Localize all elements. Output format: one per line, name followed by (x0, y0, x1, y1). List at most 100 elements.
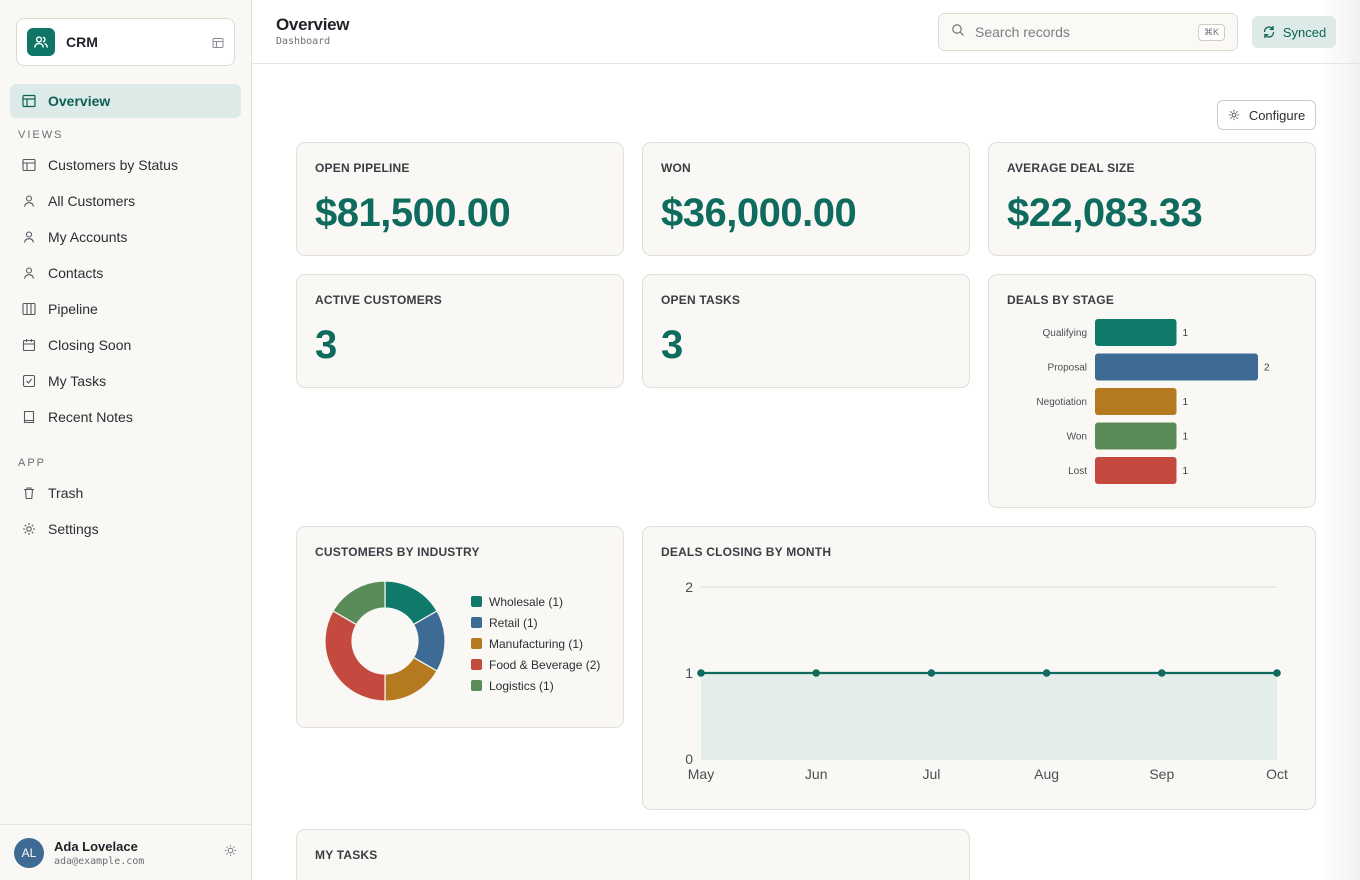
sidebar-item-my-accounts[interactable]: My Accounts (10, 220, 241, 254)
trash-icon (22, 486, 36, 500)
bar-qualifying[interactable] (1095, 319, 1177, 346)
user-name: Ada Lovelace (54, 838, 138, 854)
data-point-aug[interactable] (1042, 669, 1051, 677)
bar-lost[interactable] (1095, 457, 1177, 484)
legend-label: Food & Beverage (2) (489, 657, 601, 672)
legend-item: Food & Beverage (2) (471, 654, 600, 675)
deals-by-month-chart: 0 1 2 May Jun Jul Aug Sep Oct (685, 579, 1288, 782)
bar-value-label: 2 (1264, 363, 1270, 374)
sidebar-item-contacts[interactable]: Contacts (10, 256, 241, 290)
bar-value-label: 1 (1183, 432, 1189, 443)
kpi-card-open-pipeline: OPEN PIPELINE $81,500.00 (296, 142, 624, 256)
kpi-value: $81,500.00 (315, 191, 511, 235)
edge-shadow (1320, 0, 1360, 880)
legend-swatch (471, 617, 482, 628)
app-name: CRM (66, 34, 98, 50)
x-tick-label: Sep (1149, 766, 1174, 782)
bar-category-label: Won (1067, 432, 1087, 443)
legend-label: Manufacturing (1) (489, 636, 584, 651)
sync-status-button[interactable]: Synced (1252, 16, 1336, 48)
legend-label: Logistics (1) (489, 678, 554, 693)
sidebar: CRM Overview VIEWS Customers by Status A… (0, 0, 252, 880)
kpi-card-active-customers: ACTIVE CUSTOMERS 3 (296, 274, 624, 388)
sidebar-item-label: Contacts (48, 265, 104, 281)
legend-swatch (471, 659, 482, 670)
legend-label: Wholesale (1) (489, 594, 564, 609)
x-tick-label: Jul (922, 766, 940, 782)
sidebar-item-closing-soon[interactable]: Closing Soon (10, 328, 241, 362)
data-point-oct[interactable] (1273, 669, 1281, 677)
users-logo-icon (27, 28, 55, 56)
sidebar-item-recent-notes[interactable]: Recent Notes (10, 400, 241, 434)
shortcut-badge: ⌘K (1197, 23, 1225, 41)
theme-toggle-icon[interactable] (224, 844, 237, 862)
donut-slice-logistics[interactable] (332, 580, 386, 626)
kpi-card-open-tasks: OPEN TASKS 3 (642, 274, 970, 388)
data-point-may[interactable] (697, 669, 705, 677)
book-icon (22, 410, 36, 424)
bar-value-label: 1 (1183, 328, 1189, 339)
sidebar-item-label: Pipeline (48, 301, 98, 317)
bar-negotiation[interactable] (1095, 388, 1177, 415)
checkbox-icon (22, 374, 36, 388)
legend-swatch (471, 680, 482, 691)
search-input[interactable] (975, 24, 1198, 40)
sidebar-item-overview[interactable]: Overview (10, 84, 241, 118)
chart-title: DEALS BY STAGE (1007, 293, 1115, 307)
layout-icon (22, 94, 36, 108)
search-box[interactable]: ⌘K (938, 13, 1238, 51)
deals-by-stage-card: DEALS BY STAGE Qualifying 1 Proposal 2 Negot… (988, 274, 1316, 508)
card-title: MY TASKS (315, 848, 378, 862)
legend-item: Wholesale (1) (471, 591, 600, 612)
bar-category-label: Proposal (1048, 363, 1087, 374)
y-tick-label: 0 (685, 751, 693, 767)
my-tasks-card: MY TASKS (296, 829, 970, 880)
donut-slice-food-beverage[interactable] (324, 610, 386, 702)
sidebar-item-label: All Customers (48, 193, 136, 209)
deals-by-stage-chart: Qualifying 1 Proposal 2 Negotiation 1 Won 1 Lost… (1036, 319, 1270, 484)
data-point-sep[interactable] (1158, 669, 1166, 677)
legend-swatch (471, 596, 482, 607)
kpi-card-won: WON $36,000.00 (642, 142, 970, 256)
bar-proposal[interactable] (1095, 353, 1258, 381)
x-tick-label: Jun (805, 766, 828, 782)
sidebar-toggle-icon[interactable] (212, 36, 224, 48)
y-tick-label: 2 (685, 579, 693, 595)
data-point-jul[interactable] (927, 669, 936, 677)
data-point-jun[interactable] (812, 669, 820, 677)
kpi-label: ACTIVE CUSTOMERS (315, 293, 442, 307)
kpi-label: OPEN TASKS (661, 293, 741, 307)
sidebar-item-label: Overview (48, 93, 111, 109)
search-icon (951, 23, 965, 42)
kpi-label: AVERAGE DEAL SIZE (1007, 161, 1135, 175)
sidebar-item-customers-by-status[interactable]: Customers by Status (10, 148, 241, 182)
section-label-views: VIEWS (18, 129, 64, 141)
user-profile[interactable]: AL Ada Lovelace ada@example.com (0, 824, 251, 880)
sidebar-item-label: My Accounts (48, 229, 128, 245)
sidebar-item-settings[interactable]: Settings (10, 512, 241, 546)
area-fill (701, 673, 1277, 759)
page-subtitle: Dashboard (276, 36, 331, 47)
bar-category-label: Lost (1068, 466, 1087, 477)
page-title: Overview (276, 15, 350, 34)
chart-legend: Wholesale (1) Retail (1) Manufacturing (1)… (471, 591, 600, 696)
section-label-app: APP (18, 457, 47, 469)
sidebar-item-all-customers[interactable]: All Customers (10, 184, 241, 218)
bar-won[interactable] (1095, 422, 1177, 450)
sidebar-item-trash[interactable]: Trash (10, 476, 241, 510)
configure-label: Configure (1248, 107, 1306, 123)
workspace-switcher[interactable]: CRM (16, 18, 235, 66)
legend-swatch (471, 638, 482, 649)
columns-icon (22, 302, 36, 316)
sidebar-item-pipeline[interactable]: Pipeline (10, 292, 241, 326)
configure-button[interactable]: Configure (1217, 100, 1316, 130)
chart-title: CUSTOMERS BY INDUSTRY (315, 545, 480, 559)
x-tick-label: Oct (1266, 766, 1288, 782)
refresh-icon (1263, 25, 1274, 39)
sync-status-label: Synced (1282, 24, 1327, 40)
sidebar-item-label: Customers by Status (48, 157, 178, 173)
sidebar-item-my-tasks[interactable]: My Tasks (10, 364, 241, 398)
avatar: AL (14, 837, 44, 868)
y-tick-label: 1 (685, 665, 693, 681)
customers-by-industry-card: CUSTOMERS BY INDUSTRY Wholesale (1) Retai… (296, 526, 624, 728)
